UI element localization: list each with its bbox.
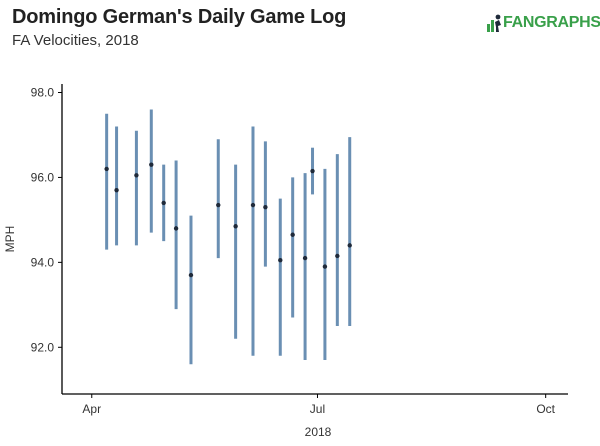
- y-tick-label: 92.0: [31, 340, 55, 354]
- logo-text-graphs: GRAPHS: [534, 14, 600, 31]
- avg-velocity-point[interactable]: [173, 226, 179, 231]
- axes: 92.0 94.0 96.0 98.0 Apr Jul Oct MPH 2018: [3, 84, 568, 439]
- avg-velocity-point[interactable]: [161, 200, 166, 206]
- y-axis-label: MPH: [3, 226, 17, 253]
- x-axis-label: 2018: [305, 425, 332, 439]
- logo-text-fan: FAN: [503, 14, 535, 31]
- chart-subtitle: FA Velocities, 2018: [12, 32, 139, 49]
- logo-wordmark: FANGRAPHS: [503, 14, 600, 32]
- avg-velocity-point[interactable]: [347, 243, 352, 248]
- avg-velocity-point[interactable]: [233, 224, 238, 229]
- plot-area: [104, 109, 352, 365]
- fangraphs-player-icon: [487, 14, 501, 32]
- x-ticks: Apr Jul Oct: [82, 394, 556, 416]
- avg-velocity-point[interactable]: [104, 166, 109, 172]
- avg-velocity-point[interactable]: [310, 168, 315, 174]
- avg-velocity-point[interactable]: [216, 202, 221, 208]
- avg-velocity-point[interactable]: [188, 272, 194, 278]
- x-tick-label: Apr: [82, 402, 101, 416]
- avg-velocity-point[interactable]: [290, 232, 295, 237]
- avg-velocity-point[interactable]: [250, 202, 256, 208]
- avg-velocity-point[interactable]: [335, 253, 340, 259]
- y-tick-label: 96.0: [31, 170, 55, 184]
- x-tick-label: Oct: [536, 402, 555, 416]
- x-tick-label: Jul: [310, 402, 325, 416]
- avg-velocity-point[interactable]: [149, 162, 154, 167]
- avg-velocity-point[interactable]: [134, 173, 139, 178]
- avg-velocity-point[interactable]: [114, 187, 119, 193]
- y-tick-label: 98.0: [31, 85, 55, 99]
- fangraphs-logo[interactable]: FANGRAPHS: [486, 12, 600, 34]
- avg-velocity-point[interactable]: [322, 264, 328, 269]
- y-tick-label: 94.0: [31, 255, 55, 269]
- chart-title: Domingo German's Daily Game Log: [12, 6, 347, 28]
- avg-velocity-point[interactable]: [302, 255, 308, 261]
- avg-velocity-point[interactable]: [278, 258, 283, 263]
- avg-velocity-point[interactable]: [263, 204, 268, 210]
- y-ticks: 92.0 94.0 96.0 98.0: [31, 85, 62, 354]
